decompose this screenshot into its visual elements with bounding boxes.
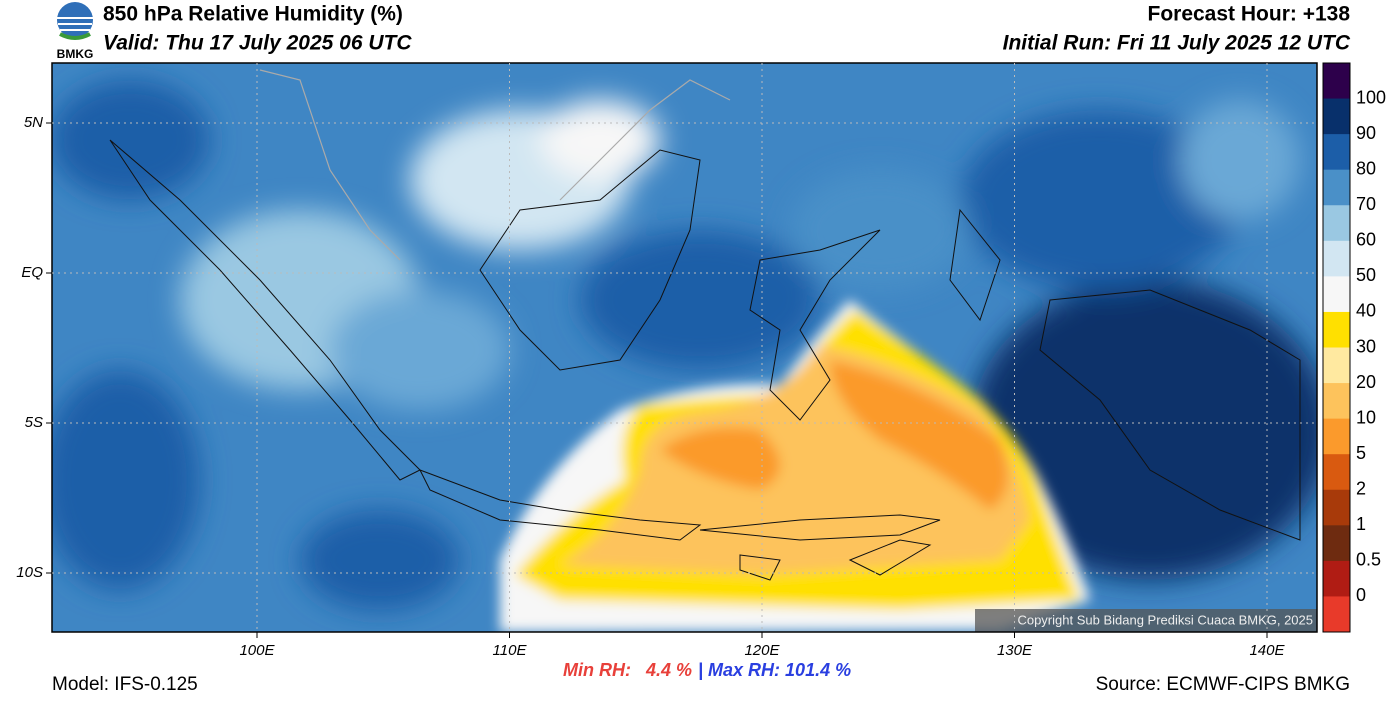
model: Model: IFS-0.125 — [52, 674, 198, 695]
colorbar-swatch — [1323, 134, 1350, 171]
colorbar-swatch — [1323, 596, 1350, 633]
colorbar-swatch — [1323, 169, 1350, 206]
lon-label: 100E — [239, 642, 275, 659]
colorbar-swatch — [1323, 383, 1350, 420]
colorbar-swatch — [1323, 454, 1350, 491]
colorbar-label: 10 — [1356, 407, 1376, 427]
logo: BMKG — [57, 2, 94, 61]
colorbar-swatch — [1323, 311, 1350, 348]
lon-label: 120E — [744, 642, 780, 659]
colorbar-swatch — [1323, 489, 1350, 526]
copyright: Copyright Sub Bidang Prediksi Cuaca BMKG… — [1017, 612, 1313, 627]
colorbar-swatch — [1323, 98, 1350, 135]
lat-label: EQ — [21, 264, 43, 281]
colorbar-swatch — [1323, 240, 1350, 277]
colorbar: 100 90 80 70 60 50 40 30 20 10 5 2 1 0.5 0 — [1322, 62, 1386, 633]
source: Source: ECMWF-CIPS BMKG — [1096, 674, 1350, 695]
colorbar-label: 0 — [1356, 585, 1366, 605]
colorbar-label: 50 — [1356, 265, 1376, 285]
colorbar-swatch — [1323, 63, 1350, 100]
colorbar-label: 1 — [1356, 514, 1366, 534]
colorbar-swatch — [1323, 560, 1350, 597]
colorbar-label: 70 — [1356, 194, 1376, 214]
colorbar-label: 90 — [1356, 123, 1376, 143]
colorbar-swatch — [1323, 418, 1350, 455]
colorbar-label: 2 — [1356, 479, 1366, 499]
colorbar-label: 40 — [1356, 301, 1376, 321]
valid-time: Valid: Thu 17 July 2025 06 UTC — [103, 32, 412, 55]
colorbar-swatch — [1323, 525, 1350, 562]
colorbar-label: 5 — [1356, 443, 1366, 463]
colorbar-frame — [1322, 62, 1351, 633]
colorbar-label: 100 — [1356, 87, 1386, 107]
title: 850 hPa Relative Humidity (%) — [103, 3, 403, 26]
initial-run: Initial Run: Fri 11 July 2025 12 UTC — [1003, 32, 1351, 55]
logo-text: BMKG — [57, 47, 94, 61]
colorbar-label: 30 — [1356, 336, 1376, 356]
humidity-field: Copyright Sub Bidang Prediksi Cuaca BMKG… — [52, 63, 1317, 632]
colorbar-label: 20 — [1356, 372, 1376, 392]
max-rh: | Max RH: 101.4 % — [698, 660, 851, 680]
colorbar-swatch — [1323, 347, 1350, 384]
map-frame — [51, 62, 1318, 633]
colorbar-label: 80 — [1356, 158, 1376, 178]
coastlines — [109, 69, 1301, 581]
copyright-box — [975, 609, 1317, 632]
lat-label: 10S — [16, 564, 43, 581]
lon-label: 130E — [997, 642, 1033, 659]
graticule: 5N EQ 5S 10S 100E 110E 120E 130E 140E — [16, 63, 1317, 659]
lon-label: 140E — [1249, 642, 1285, 659]
lat-label: 5S — [25, 414, 43, 431]
forecast-hour: Forecast Hour: +138 — [1148, 3, 1351, 26]
colorbar-label: 60 — [1356, 230, 1376, 250]
lon-label: 110E — [493, 642, 528, 659]
colorbar-swatch — [1323, 276, 1350, 313]
min-rh: Min RH: 4.4 % — [563, 660, 692, 680]
lat-label: 5N — [24, 114, 43, 131]
colorbar-label: 0.5 — [1356, 550, 1381, 570]
colorbar-swatch — [1323, 205, 1350, 242]
